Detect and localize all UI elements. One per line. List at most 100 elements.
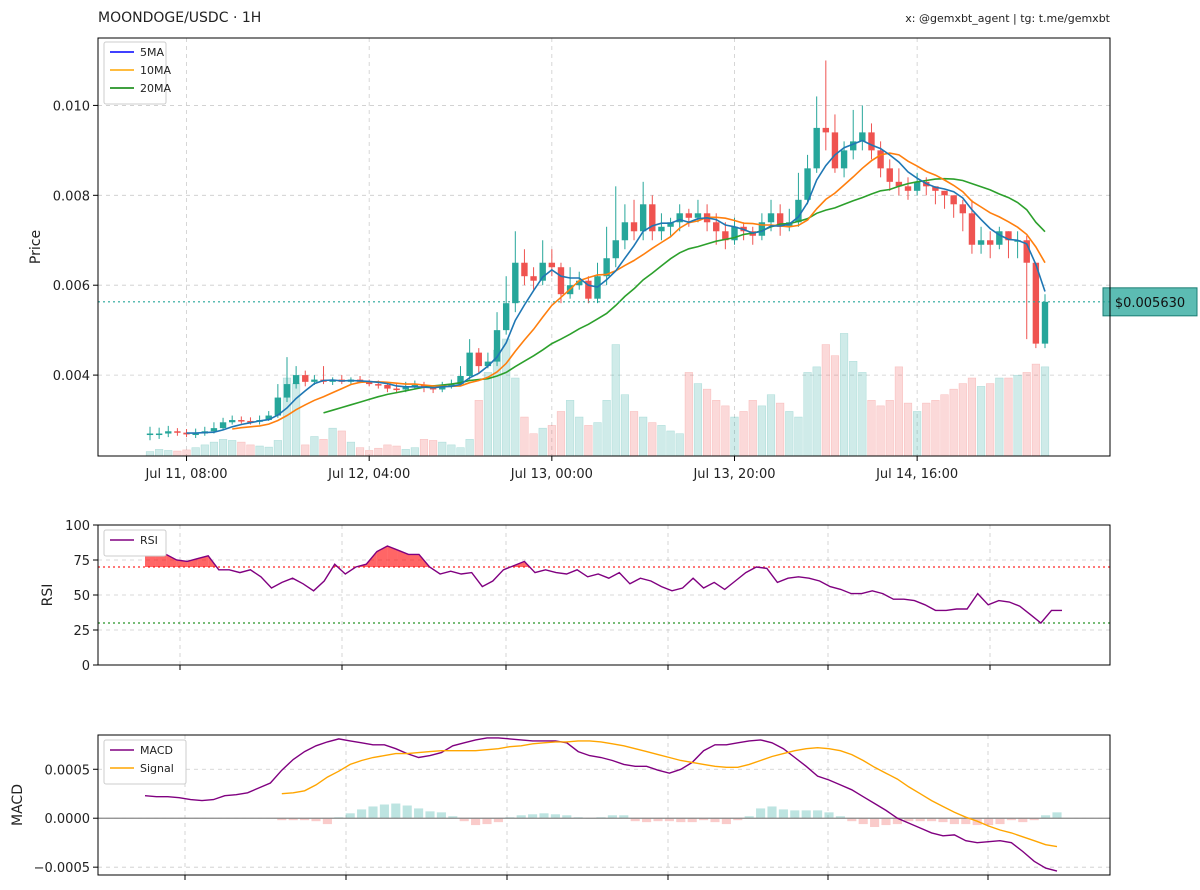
volume-bar [483, 372, 492, 457]
volume-bar [730, 416, 739, 457]
rsi-ylabel: RSI [40, 584, 56, 607]
macd-histogram-bar [277, 818, 287, 821]
macd-histogram-bar [824, 812, 834, 819]
candle-body [630, 222, 638, 232]
volume-bar [191, 447, 200, 457]
volume-bar [456, 447, 465, 457]
volume-bar [967, 377, 977, 457]
volume-bar [803, 372, 812, 457]
macd-plot-frame [97, 734, 1111, 876]
candle-body [512, 262, 519, 304]
candle-body [968, 213, 976, 245]
rsi-ytick-label: 100 [65, 519, 90, 534]
candle-body [649, 204, 656, 232]
candle-body [987, 240, 994, 245]
price-ytick-label: 0.010 [53, 99, 90, 114]
candle-body [402, 386, 409, 390]
macd-histogram-bar [562, 815, 572, 819]
candle-body [877, 150, 884, 169]
volume-bar [200, 444, 209, 457]
macd-histogram-bar [550, 814, 560, 819]
macd-histogram-bar [482, 818, 492, 825]
ma10-line [232, 152, 1046, 430]
volume-bar [575, 416, 584, 457]
candle-body [302, 375, 309, 382]
rsi-ytick-label: 0 [82, 659, 90, 674]
rsi-overbought-fill [397, 550, 409, 567]
legend-box [103, 529, 167, 557]
candle-body [950, 195, 957, 205]
candle-body [685, 213, 693, 218]
candle-body [466, 352, 473, 376]
volume-bar [666, 430, 675, 457]
candle-body [557, 267, 565, 295]
candle-body [420, 384, 428, 388]
macd-histogram-bar [938, 818, 948, 823]
candle-body [155, 433, 163, 436]
volume-bar [885, 400, 894, 457]
volume-bar [876, 405, 885, 457]
candle-body [292, 375, 300, 385]
macd-line [144, 737, 1058, 872]
macd-histogram-bar [425, 811, 435, 819]
candle-body [219, 422, 227, 429]
candle-body [502, 303, 510, 331]
candle-body [384, 384, 391, 389]
rsi-ytick-label: 50 [73, 589, 90, 604]
candle-body [612, 240, 619, 259]
price-xtick-label: Jul 11, 08:00 [144, 467, 227, 482]
candle-body [996, 231, 1003, 245]
rsi-overbought-fill [387, 546, 398, 567]
volume-bar [365, 450, 374, 457]
candle-body [831, 132, 839, 169]
candle-body [859, 132, 866, 142]
volume-bar [1031, 363, 1040, 457]
candle-body [667, 222, 674, 227]
volume-bar [648, 422, 657, 457]
volume-bar [337, 430, 346, 457]
candle-body [174, 431, 181, 433]
macd-histogram-bar [1006, 818, 1016, 821]
candle-body [639, 204, 647, 232]
macd-histogram-bar [721, 818, 731, 825]
volume-bar [995, 377, 1004, 457]
macd-histogram-bar [528, 814, 538, 819]
macd-histogram-bar [619, 815, 629, 819]
candle-body [539, 262, 546, 281]
volume-bar [164, 450, 173, 457]
current-price-tag [1102, 287, 1198, 317]
volume-bar [173, 450, 182, 457]
candle-body [265, 415, 272, 421]
macd-ytick-label: 0.0005 [45, 763, 91, 778]
candle-body [621, 222, 629, 241]
volume-bar [255, 445, 264, 457]
rsi-ytick-label: 75 [73, 554, 90, 569]
candle-body [959, 204, 967, 214]
volume-bar [465, 439, 474, 457]
candle-body [530, 276, 537, 281]
price-xtick-label: Jul 13, 00:00 [510, 467, 593, 482]
candle-body [977, 240, 985, 245]
candle-body [850, 141, 857, 151]
volume-bar [903, 402, 913, 457]
macd-histogram-bar [516, 815, 526, 819]
macd-histogram-bar [357, 809, 367, 819]
volume-bar [748, 400, 757, 457]
legend-label: 20MA [140, 82, 171, 95]
volume-bar [264, 446, 273, 457]
macd-histogram-bar [687, 818, 697, 823]
volume-bar [986, 383, 995, 457]
volume-bar [474, 400, 483, 457]
volume-bar [374, 447, 383, 457]
macd-histogram-bar [311, 818, 321, 822]
volume-bar [657, 425, 666, 457]
volume-bar [812, 366, 821, 457]
volume-bar [355, 447, 365, 457]
volume-bar [383, 444, 392, 457]
candle-body [484, 361, 492, 367]
candle-body [475, 352, 482, 367]
rsi-panel: 0 25 50 75 100 RSI RSI [40, 519, 1111, 674]
rsi-overbought-fill [187, 558, 198, 567]
candle-body [776, 213, 784, 227]
